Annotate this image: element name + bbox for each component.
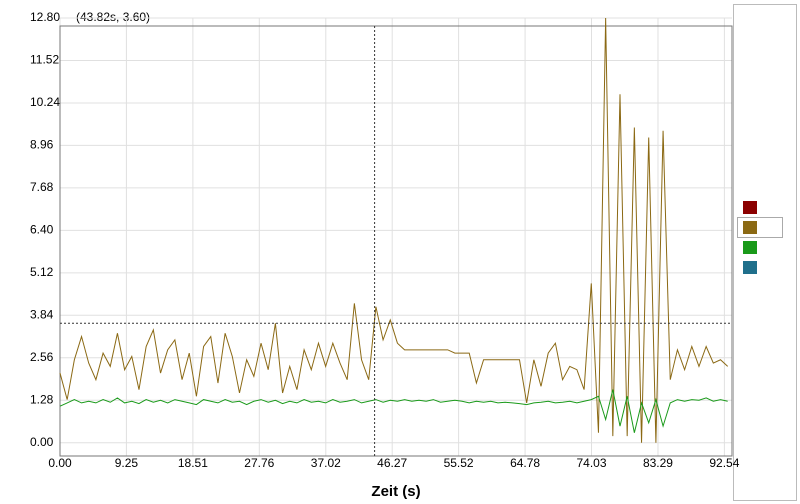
series-line xyxy=(59,17,729,443)
x-tick-label: 0.00 xyxy=(48,456,72,470)
x-axis-title: Zeit (s) xyxy=(371,483,420,500)
x-tick-label: 55.52 xyxy=(444,456,474,470)
legend-panel xyxy=(733,4,797,501)
x-tick-label: 83.29 xyxy=(643,456,673,470)
x-tick-label: 46.27 xyxy=(377,456,407,470)
y-tick-label: 8.96 xyxy=(30,138,54,152)
y-tick-label: 11.52 xyxy=(30,53,59,67)
x-tick-label: 74.03 xyxy=(576,456,606,470)
x-tick-label: 92.54 xyxy=(709,456,739,470)
y-tick-label: 1.28 xyxy=(30,392,54,406)
x-tick-label: 9.25 xyxy=(115,456,139,470)
y-tick-label: 10.24 xyxy=(30,95,60,109)
y-tick-label: 6.40 xyxy=(30,223,54,237)
legend-selection xyxy=(737,217,783,238)
y-tick-label: 5.12 xyxy=(30,265,54,279)
plot-frame xyxy=(59,25,733,457)
legend-swatch xyxy=(743,221,757,234)
x-tick-label: 37.02 xyxy=(311,456,341,470)
y-tick-label: 3.84 xyxy=(30,307,54,321)
cursor-annotation: (43.82s, 3.60) xyxy=(76,10,150,24)
legend-swatch xyxy=(743,241,757,254)
legend-swatch xyxy=(743,201,757,214)
y-tick-label: 0.00 xyxy=(30,435,54,449)
x-tick-label: 64.78 xyxy=(510,456,540,470)
y-tick-label: 12.80 xyxy=(30,10,60,24)
y-tick-label: 2.56 xyxy=(30,350,54,364)
legend-swatch xyxy=(743,261,757,274)
y-tick-label: 7.68 xyxy=(30,180,54,194)
x-tick-label: 18.51 xyxy=(178,456,208,470)
series-line xyxy=(59,389,728,433)
x-tick-label: 27.76 xyxy=(244,456,274,470)
